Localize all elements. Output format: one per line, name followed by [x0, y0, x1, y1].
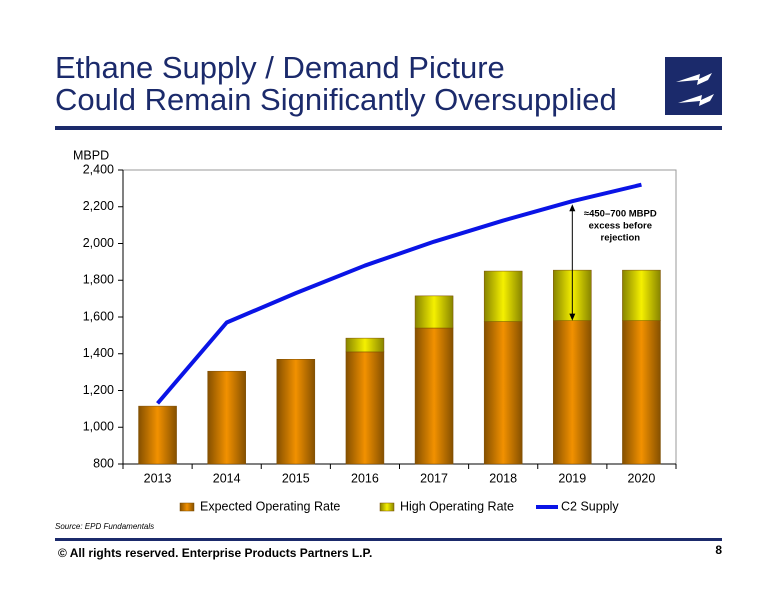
- x-tick-label: 2016: [351, 471, 379, 485]
- legend-label: High Operating Rate: [400, 499, 514, 513]
- y-tick-label: 1,400: [83, 346, 114, 360]
- bar: [207, 370, 246, 465]
- y-tick-label: 1,600: [83, 309, 114, 323]
- page-number: 8: [715, 543, 722, 557]
- bar: [622, 269, 661, 321]
- x-tick-label: 2015: [282, 471, 310, 485]
- annotation: rejection: [601, 233, 641, 244]
- annotation: excess before: [589, 221, 652, 232]
- legend-label: C2 Supply: [561, 499, 619, 513]
- legend-swatch: [379, 502, 395, 512]
- bar: [138, 405, 177, 465]
- header-rule: [55, 126, 722, 130]
- legend-label: Expected Operating Rate: [200, 499, 340, 513]
- annotation-arrowhead: [569, 204, 576, 212]
- x-tick-label: 2014: [213, 471, 241, 485]
- bar: [553, 320, 592, 465]
- y-tick-label: 800: [93, 456, 114, 470]
- annotation-arrowhead: [569, 313, 576, 321]
- source: Source: EPD Fundamentals: [55, 522, 154, 531]
- footer-rule: [55, 538, 722, 541]
- y-tick-label: 1,000: [83, 420, 114, 434]
- logo: [665, 57, 722, 115]
- bar: [483, 321, 523, 465]
- bar: [345, 351, 385, 465]
- annotation: ≈450–700 MBPD: [584, 209, 657, 220]
- footer: © All rights reserved. Enterprise Produc…: [58, 546, 372, 560]
- x-tick-label: 2013: [144, 471, 172, 485]
- line: [156, 182, 642, 405]
- x-tick-label: 2018: [489, 471, 517, 485]
- bar: [414, 327, 454, 465]
- bar: [483, 270, 523, 322]
- slide-title: Ethane Supply / Demand Picture: [55, 50, 505, 85]
- bar: [414, 295, 454, 329]
- x-tick-label: 2017: [420, 471, 448, 485]
- bar: [345, 337, 385, 353]
- y-tick-label: 2,200: [83, 199, 114, 213]
- y-tick-label: 1,800: [83, 273, 114, 287]
- y-axis-label: MBPD: [73, 148, 109, 162]
- y-tick-label: 1,200: [83, 383, 114, 397]
- x-tick-label: 2019: [558, 471, 586, 485]
- y-tick-label: 2,400: [83, 162, 114, 176]
- legend-swatch: [179, 502, 195, 512]
- x-tick-label: 2020: [628, 471, 656, 485]
- slide-title: Could Remain Significantly Oversupplied: [55, 82, 617, 117]
- bar: [276, 359, 316, 465]
- bar: [622, 320, 661, 465]
- y-tick-label: 2,000: [83, 236, 114, 250]
